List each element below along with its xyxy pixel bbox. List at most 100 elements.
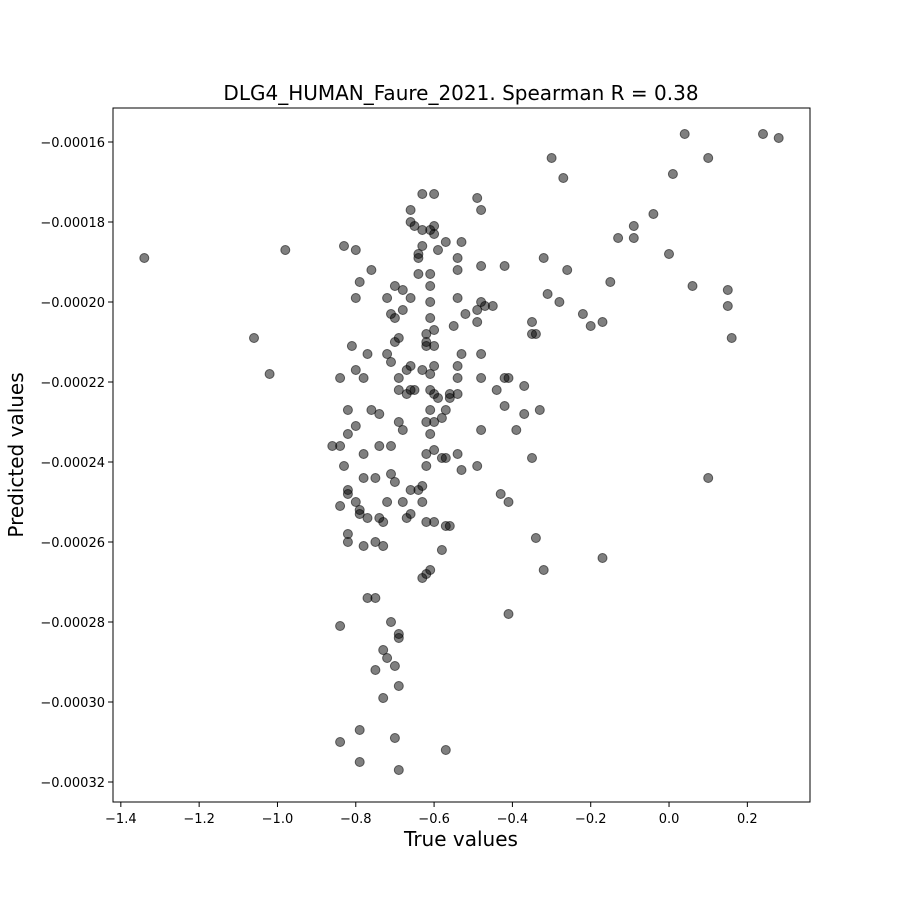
x-tick-label: −0.2 [575, 812, 607, 827]
data-point [722, 285, 733, 295]
data-point [499, 373, 510, 383]
x-tick-label: −0.6 [418, 812, 450, 827]
data-point [452, 361, 463, 371]
data-point [335, 621, 346, 631]
data-point [378, 645, 389, 655]
y-axis-label: Predicted values [4, 372, 28, 537]
data-point [530, 329, 541, 339]
data-point [327, 441, 338, 451]
data-point [448, 321, 459, 331]
data-point [425, 269, 436, 279]
data-point [362, 513, 373, 523]
data-point [405, 217, 416, 227]
data-point [382, 653, 393, 663]
y-tick-label: −0.00020 [40, 296, 105, 311]
data-point [440, 237, 451, 247]
data-point [417, 189, 428, 199]
data-point [370, 665, 381, 675]
data-point [339, 461, 349, 471]
data-point [527, 453, 537, 463]
data-point [429, 221, 440, 231]
data-point [350, 293, 361, 303]
data-point [429, 445, 440, 455]
data-point [703, 473, 714, 483]
data-point [393, 385, 404, 395]
data-point [425, 565, 436, 575]
data-point [405, 293, 416, 303]
data-point [444, 521, 455, 531]
data-point [495, 489, 506, 499]
data-point [401, 389, 412, 399]
data-point [358, 473, 369, 483]
data-point [499, 261, 510, 271]
data-point [456, 465, 467, 475]
y-tick-label: −0.00030 [40, 696, 105, 711]
data-point [425, 313, 436, 323]
data-point [393, 765, 404, 775]
data-point [413, 269, 424, 279]
points-layer [139, 129, 784, 775]
data-point [472, 193, 483, 203]
x-tick-label: 0.2 [737, 812, 758, 827]
x-axis: −1.4 −1.2 −1.0 −0.8 −0.6 −0.4 −0.2 0.0 0.2 [105, 802, 758, 827]
data-point [370, 473, 381, 483]
data-point [679, 129, 690, 139]
data-point [393, 681, 404, 691]
plot-frame [112, 107, 811, 803]
data-point [476, 261, 487, 271]
data-point [405, 205, 416, 215]
data-point [558, 173, 569, 183]
data-point [417, 365, 428, 375]
data-point [554, 297, 565, 307]
data-point [585, 321, 596, 331]
data-point [389, 733, 400, 743]
data-point [436, 545, 447, 555]
x-tick-label: −0.8 [340, 812, 372, 827]
data-point [460, 309, 471, 319]
x-axis-label: True values [403, 827, 518, 851]
data-point [429, 517, 440, 527]
data-point [773, 133, 784, 143]
data-point [476, 349, 487, 359]
data-point [342, 537, 353, 547]
data-point [358, 373, 369, 383]
data-point [436, 413, 447, 423]
data-point [425, 385, 436, 395]
data-point [476, 205, 487, 215]
data-point [421, 449, 432, 459]
data-point [429, 325, 440, 335]
data-point [519, 409, 530, 419]
data-point [703, 153, 714, 163]
data-point [350, 365, 361, 375]
data-point [264, 369, 275, 379]
data-point [562, 265, 573, 275]
data-point [354, 277, 365, 287]
data-point [354, 509, 365, 519]
data-point [425, 405, 436, 415]
y-tick-label: −0.00022 [40, 376, 105, 391]
data-point [417, 497, 428, 507]
data-point [452, 293, 463, 303]
data-point [382, 293, 393, 303]
data-point [417, 225, 428, 235]
data-point [667, 169, 678, 179]
data-point [335, 373, 346, 383]
data-point [397, 305, 408, 315]
data-point [378, 517, 389, 527]
data-point [530, 533, 541, 543]
data-point [139, 253, 150, 263]
data-point [577, 309, 588, 319]
data-point [393, 417, 404, 427]
data-point [386, 441, 396, 451]
data-point [726, 333, 737, 343]
data-point [440, 745, 451, 755]
data-point [350, 421, 361, 431]
data-point [386, 617, 396, 627]
chart-title: DLG4_HUMAN_Faure_2021. Spearman R = 0.38 [223, 81, 698, 105]
data-point [389, 477, 400, 487]
data-point [597, 553, 608, 563]
data-point [249, 333, 259, 343]
data-point [374, 441, 385, 451]
data-point [397, 425, 408, 435]
data-point [335, 501, 346, 511]
